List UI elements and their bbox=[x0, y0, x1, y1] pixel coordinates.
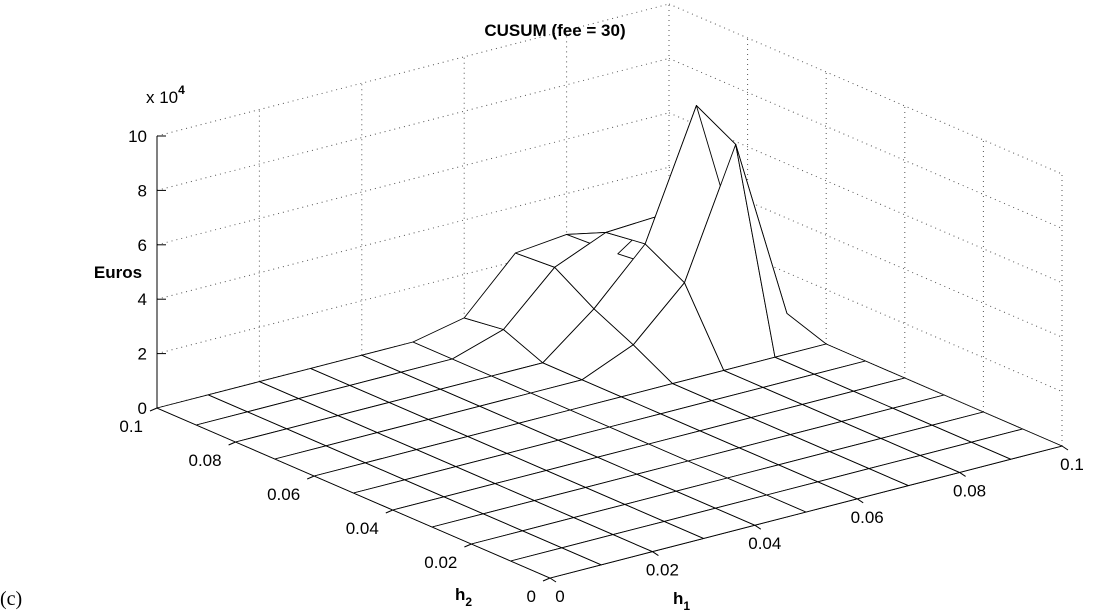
z-tick-label: 4 bbox=[138, 290, 147, 309]
z-multiplier-label: x 104 bbox=[146, 83, 185, 107]
x-tick-mark bbox=[1061, 445, 1069, 451]
gridline-z-back bbox=[156, 112, 670, 246]
y-tick-mark bbox=[307, 475, 315, 480]
z-tick-label: 8 bbox=[138, 181, 147, 200]
x-tick-label: 0.06 bbox=[851, 508, 884, 527]
x-tick-label: 0.08 bbox=[953, 481, 986, 500]
x-tick-mark bbox=[856, 498, 864, 504]
gridline-z-back bbox=[156, 166, 670, 300]
surface-mesh bbox=[156, 105, 1063, 579]
tick-labels: 024681000.020.040.060.080.100.020.040.06… bbox=[119, 127, 1083, 606]
y-tick-label: 0.1 bbox=[119, 417, 143, 436]
y-tick-mark bbox=[542, 577, 551, 582]
x-axis-label: h1 bbox=[673, 589, 690, 611]
z-tick-label: 10 bbox=[128, 127, 147, 146]
x-tick-mark bbox=[959, 471, 966, 477]
y-tick-mark bbox=[149, 407, 158, 412]
x-tick-label: 0.02 bbox=[646, 561, 679, 580]
x-tick-mark bbox=[652, 551, 659, 557]
y-tick-label: 0.04 bbox=[346, 519, 379, 538]
y-tick-mark bbox=[385, 509, 393, 514]
z-tick-label: 0 bbox=[138, 399, 147, 418]
gridline-z-back bbox=[156, 57, 670, 191]
y-tick-mark bbox=[464, 543, 472, 548]
gridline-z-back bbox=[156, 3, 670, 137]
x-tick-label: 0.04 bbox=[748, 534, 781, 553]
z-tick-label: 6 bbox=[138, 236, 147, 255]
y-tick-label: 0 bbox=[527, 587, 536, 606]
y-axis-label: h2 bbox=[455, 585, 472, 609]
y-tick-label: 0.02 bbox=[424, 553, 457, 572]
y-tick-mark bbox=[228, 441, 236, 446]
z-axis-label: Euros bbox=[94, 263, 142, 282]
y-tick-label: 0.08 bbox=[189, 451, 222, 470]
x-tick-mark bbox=[549, 577, 557, 583]
x-tick-label: 0.1 bbox=[1060, 455, 1084, 474]
panel-label: (c) bbox=[0, 588, 22, 610]
x-tick-label: 0 bbox=[555, 587, 564, 606]
x-tick-mark bbox=[754, 524, 762, 530]
y-tick-label: 0.06 bbox=[267, 485, 300, 504]
z-tick-label: 2 bbox=[138, 345, 147, 364]
chart-title: CUSUM (fee = 30) bbox=[484, 21, 625, 40]
surface-face bbox=[971, 428, 1063, 460]
